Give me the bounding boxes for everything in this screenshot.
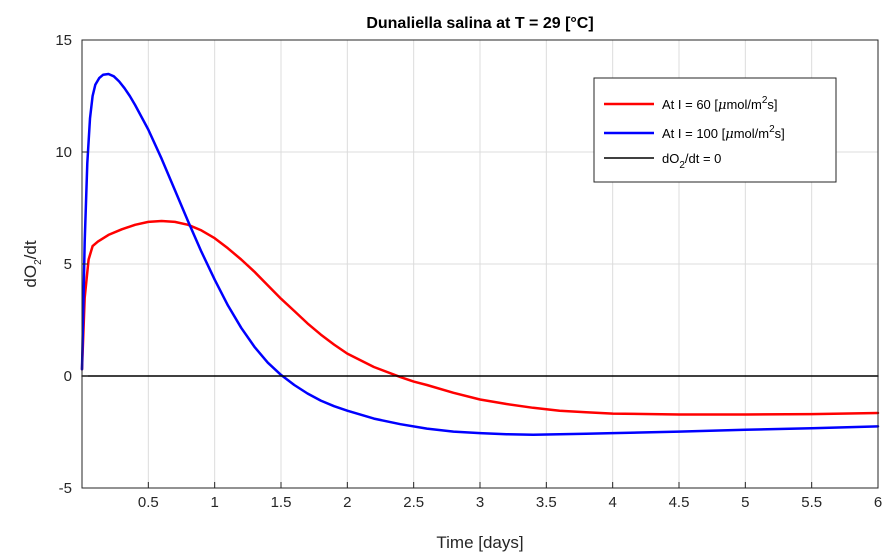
legend-label: At I = 100 [μmol/m2s] bbox=[662, 124, 785, 142]
y-tick-label: 5 bbox=[64, 256, 72, 273]
legend-entry-red: At I = 60 [μmol/m2s] bbox=[604, 95, 778, 113]
x-tick-label: 6 bbox=[874, 494, 882, 511]
y-axis-label-rest: /dt bbox=[21, 240, 40, 259]
y-tick-label: -5 bbox=[59, 480, 72, 497]
legend-label: At I = 60 [μmol/m2s] bbox=[662, 95, 778, 113]
y-tick-labels: -5 0 5 10 15 bbox=[55, 32, 88, 497]
y-tick-label: 0 bbox=[64, 368, 72, 385]
legend-label: dO2/dt = 0 bbox=[662, 151, 721, 171]
x-tick-label: 3 bbox=[476, 494, 484, 511]
x-tick-label: 5.5 bbox=[801, 494, 822, 511]
x-tick-label: 3.5 bbox=[536, 494, 557, 511]
y-axis-label-sub: 2 bbox=[33, 259, 44, 265]
x-tick-label: 5 bbox=[741, 494, 749, 511]
x-tick-label: 2 bbox=[343, 494, 351, 511]
x-tick-label: 4 bbox=[608, 494, 616, 511]
x-tick-label: 0.5 bbox=[138, 494, 159, 511]
legend-entry-black: dO2/dt = 0 bbox=[604, 151, 721, 171]
x-tick-label: 1.5 bbox=[271, 494, 292, 511]
series-line-0 bbox=[80, 219, 880, 416]
legend-box bbox=[593, 77, 837, 183]
legend-entry-blue: At I = 100 [μmol/m2s] bbox=[604, 124, 785, 142]
x-tick-label: 1 bbox=[210, 494, 218, 511]
x-tick-label: 2.5 bbox=[403, 494, 424, 511]
x-axis-label: Time [days] bbox=[436, 533, 523, 552]
legend: At I = 60 [μmol/m2s] At I = 100 [μmol/m2… bbox=[593, 77, 837, 183]
series-line-1 bbox=[80, 72, 880, 436]
y-tick-label: 15 bbox=[55, 32, 72, 49]
y-tick-label: 10 bbox=[55, 144, 72, 161]
series-lines bbox=[80, 72, 880, 436]
chart-title: Dunaliella salina at T = 29 [°C] bbox=[366, 15, 593, 32]
x-tick-labels: 0.5 1 1.5 2 2.5 3 3.5 4 4.5 5 5.5 6 bbox=[138, 482, 882, 511]
y-axis-label: dO2/dt bbox=[21, 240, 44, 287]
y-axis-label-base: dO bbox=[21, 265, 40, 288]
x-tick-label: 4.5 bbox=[669, 494, 690, 511]
